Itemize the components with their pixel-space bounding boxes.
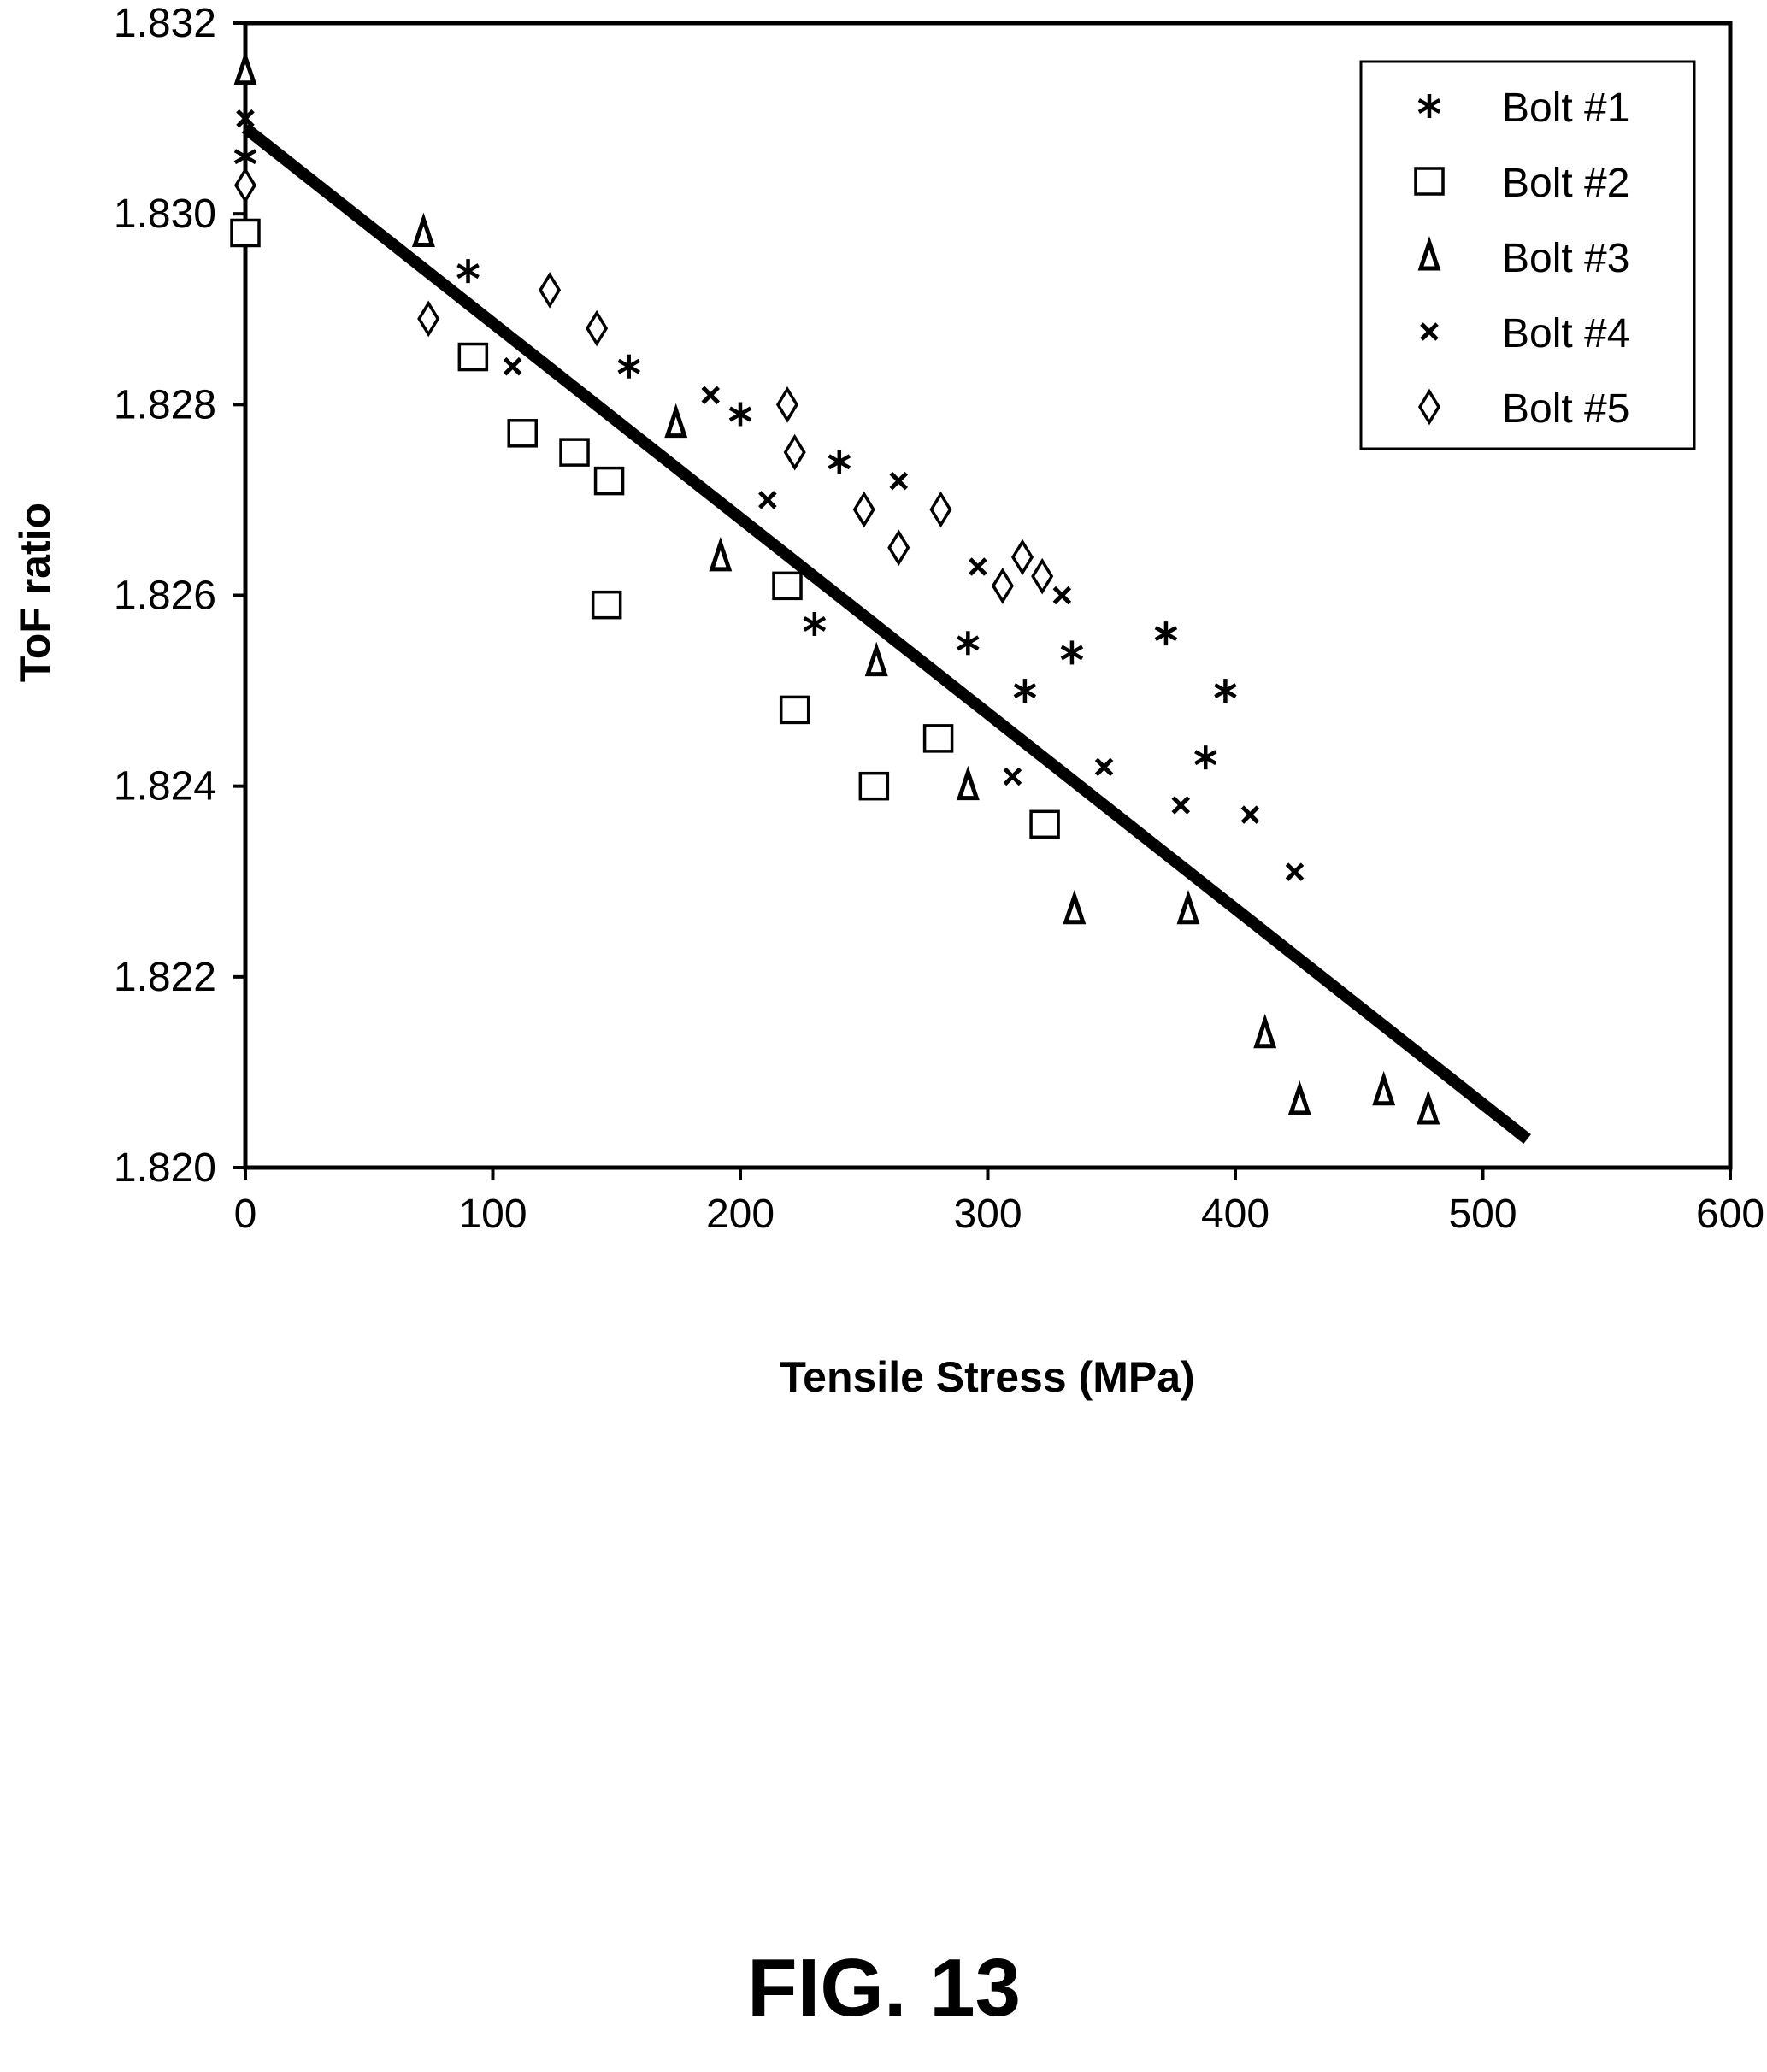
data-point-bolt-1	[803, 611, 827, 636]
y-tick-label: 1.824	[114, 764, 216, 809]
data-point-bolt-3	[411, 212, 435, 247]
data-point-bolt-1	[828, 450, 851, 474]
legend-marker-bolt-2	[1414, 167, 1445, 196]
data-point-bolt-2	[779, 695, 810, 725]
legend-label-bolt-1: Bolt #1	[1502, 85, 1629, 131]
x-tick-label: 200	[706, 1192, 775, 1237]
data-point-bolt-1	[233, 144, 257, 169]
data-point-bolt-3	[1417, 1090, 1440, 1125]
legend-marker-bolt-3	[1417, 236, 1441, 271]
data-point-bolt-5	[539, 272, 562, 309]
legend-box	[1359, 60, 1696, 450]
data-point-bolt-4	[1240, 805, 1260, 824]
y-tick-label: 1.828	[114, 382, 216, 427]
data-point-bolt-3	[1372, 1070, 1396, 1106]
data-point-bolt-2	[591, 590, 622, 620]
data-point-bolt-5	[1010, 539, 1034, 576]
data-point-bolt-5	[233, 167, 257, 204]
data-point-bolt-2	[457, 342, 489, 372]
data-point-bolt-5	[887, 529, 910, 567]
series-bolt-1	[233, 144, 1237, 770]
data-point-bolt-4	[758, 491, 777, 509]
data-point-bolt-5	[775, 386, 799, 423]
x-tick-label: 500	[1448, 1192, 1517, 1237]
data-point-bolt-5	[783, 433, 806, 471]
data-point-bolt-1	[1013, 679, 1037, 703]
data-point-bolt-4	[889, 471, 909, 491]
data-point-bolt-1	[728, 402, 752, 427]
y-tick-label: 1.820	[114, 1145, 216, 1191]
data-point-bolt-3	[709, 536, 733, 572]
data-point-bolt-5	[417, 300, 440, 338]
data-point-bolt-3	[233, 50, 257, 85]
data-point-bolt-3	[956, 765, 980, 801]
data-point-bolt-1	[456, 259, 480, 284]
data-point-bolt-2	[1029, 809, 1060, 839]
legend-marker-bolt-5	[1417, 388, 1441, 426]
data-point-bolt-5	[1031, 557, 1054, 595]
data-point-bolt-4	[701, 386, 721, 404]
x-axis-ticks: 0 100 200 300 400 500 600	[234, 1168, 1764, 1237]
data-point-bolt-3	[864, 641, 888, 677]
series-bolt-2	[230, 218, 1060, 839]
data-point-bolt-4	[1285, 862, 1305, 881]
data-point-bolt-5	[586, 309, 609, 347]
data-point-bolt-2	[507, 419, 538, 448]
data-point-bolt-4	[236, 109, 255, 128]
data-point-bolt-3	[1253, 1013, 1277, 1049]
data-point-bolt-2	[922, 724, 954, 753]
data-point-bolt-2	[230, 218, 261, 248]
regression-line	[241, 123, 1531, 1145]
legend-label-bolt-4: Bolt #4	[1502, 311, 1629, 356]
data-point-bolt-4	[1094, 757, 1114, 777]
data-point-bolt-3	[664, 403, 688, 439]
data-point-bolt-4	[1003, 767, 1022, 786]
legend-label-bolt-2: Bolt #2	[1502, 161, 1629, 206]
data-point-bolt-2	[772, 571, 803, 601]
figure-caption: FIG. 13	[747, 1942, 1021, 2034]
data-point-bolt-1	[617, 354, 640, 379]
y-tick-label: 1.830	[114, 191, 216, 237]
data-point-bolt-2	[858, 771, 890, 801]
data-point-bolt-1	[1060, 640, 1084, 665]
x-tick-label: 100	[458, 1192, 527, 1237]
y-axis-ticks: 1.820 1.822 1.824 1.826 1.828 1.830 1.832	[114, 1, 245, 1191]
data-point-bolt-5	[852, 491, 875, 528]
data-point-bolt-5	[991, 567, 1014, 604]
data-point-bolt-1	[1194, 745, 1217, 770]
data-point-bolt-1	[1214, 679, 1237, 703]
x-axis-title: Tensile Stress (MPa)	[780, 1353, 1194, 1401]
legend-label-bolt-3: Bolt #3	[1502, 236, 1629, 281]
legend-label-bolt-5: Bolt #5	[1502, 386, 1629, 432]
x-tick-label: 0	[234, 1192, 257, 1237]
y-tick-label: 1.822	[114, 955, 216, 1000]
data-point-bolt-2	[593, 466, 625, 496]
data-point-bolt-3	[1063, 889, 1087, 925]
data-point-bolt-1	[957, 631, 980, 656]
x-tick-label: 600	[1696, 1192, 1764, 1237]
data-point-bolt-5	[929, 491, 952, 528]
legend: Bolt #1 Bolt #2 Bolt #3 Bolt #4 Bolt #5	[1359, 60, 1696, 450]
series-bolt-4	[236, 109, 1305, 881]
data-point-bolt-3	[1287, 1080, 1311, 1115]
series-bolt-5	[233, 167, 1054, 604]
data-point-bolt-4	[1171, 796, 1191, 815]
legend-marker-bolt-4	[1420, 322, 1439, 341]
y-tick-label: 1.826	[114, 574, 216, 619]
data-point-bolt-4	[1052, 586, 1072, 605]
data-point-bolt-4	[503, 356, 522, 376]
data-point-bolt-3	[1176, 889, 1200, 925]
y-tick-label: 1.832	[114, 1, 216, 46]
data-point-bolt-4	[969, 557, 987, 576]
data-point-bolt-2	[559, 438, 590, 467]
regression-line-layer	[241, 123, 1531, 1145]
data-point-bolt-1	[1154, 621, 1178, 646]
x-tick-label: 300	[953, 1192, 1022, 1237]
legend-marker-bolt-1	[1417, 94, 1441, 118]
data-points-layer	[230, 50, 1440, 1125]
y-axis-title: ToF ratio	[11, 503, 59, 682]
series-bolt-3	[233, 50, 1440, 1125]
x-tick-label: 400	[1201, 1192, 1269, 1237]
